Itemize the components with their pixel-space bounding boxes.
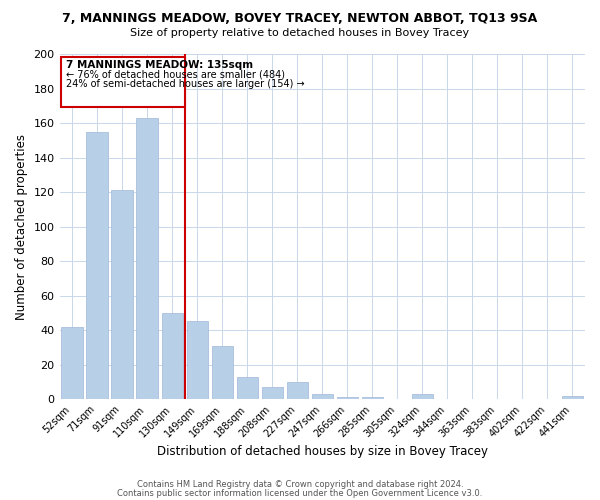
X-axis label: Distribution of detached houses by size in Bovey Tracey: Distribution of detached houses by size … (157, 444, 488, 458)
Bar (86, 132, 108, 399)
Bar (112, 190, 133, 399)
Bar (287, 382, 308, 399)
Y-axis label: Number of detached properties: Number of detached properties (15, 134, 28, 320)
Text: Contains HM Land Registry data © Crown copyright and database right 2024.: Contains HM Land Registry data © Crown c… (137, 480, 463, 489)
Bar (262, 387, 283, 399)
Bar (212, 346, 233, 399)
Bar (161, 313, 183, 399)
Bar (412, 394, 433, 399)
Bar (61, 58, 185, 108)
Text: 7, MANNINGS MEADOW, BOVEY TRACEY, NEWTON ABBOT, TQ13 9SA: 7, MANNINGS MEADOW, BOVEY TRACEY, NEWTON… (62, 12, 538, 26)
Bar (236, 376, 258, 399)
Bar (337, 398, 358, 399)
Text: 24% of semi-detached houses are larger (154) →: 24% of semi-detached houses are larger (… (66, 79, 304, 89)
Bar (311, 394, 333, 399)
Bar (187, 322, 208, 399)
Text: Contains public sector information licensed under the Open Government Licence v3: Contains public sector information licen… (118, 488, 482, 498)
Text: 7 MANNINGS MEADOW: 135sqm: 7 MANNINGS MEADOW: 135sqm (66, 60, 253, 70)
Bar (61, 326, 83, 399)
Text: ← 76% of detached houses are smaller (484): ← 76% of detached houses are smaller (48… (66, 70, 285, 80)
Bar (362, 398, 383, 399)
Bar (562, 396, 583, 399)
Bar (136, 118, 158, 399)
Text: Size of property relative to detached houses in Bovey Tracey: Size of property relative to detached ho… (130, 28, 470, 38)
